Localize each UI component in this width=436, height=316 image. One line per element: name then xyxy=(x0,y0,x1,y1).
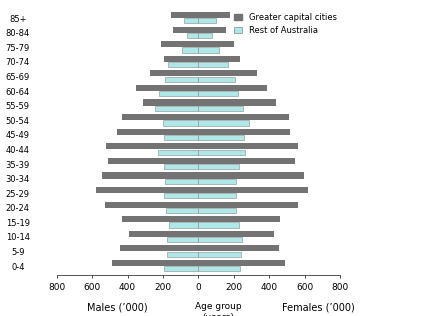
Bar xyxy=(198,41,234,47)
Bar xyxy=(167,252,198,257)
Bar xyxy=(198,202,299,208)
Bar xyxy=(167,237,198,242)
Bar xyxy=(198,149,245,155)
Bar xyxy=(198,62,228,67)
Bar xyxy=(198,91,238,96)
Bar xyxy=(164,266,198,271)
Bar xyxy=(198,193,236,198)
Bar xyxy=(150,70,198,76)
Bar xyxy=(171,12,198,18)
Bar xyxy=(105,202,198,208)
Bar xyxy=(160,91,198,96)
Bar xyxy=(198,216,280,222)
Bar xyxy=(198,100,276,106)
Bar xyxy=(164,135,198,140)
Bar xyxy=(198,143,299,149)
Bar xyxy=(198,173,304,179)
Bar xyxy=(164,56,198,62)
Bar xyxy=(155,106,198,111)
Bar xyxy=(181,47,198,52)
Bar xyxy=(136,85,198,91)
Bar xyxy=(122,216,198,222)
Bar xyxy=(198,77,235,82)
Bar xyxy=(198,179,236,184)
Bar xyxy=(168,62,198,67)
Bar xyxy=(198,114,289,120)
Bar xyxy=(112,260,198,266)
Bar xyxy=(198,120,249,125)
Bar xyxy=(164,164,198,169)
Bar xyxy=(198,164,239,169)
Bar xyxy=(198,27,226,33)
Bar xyxy=(198,18,216,23)
Bar xyxy=(198,70,257,76)
Bar xyxy=(198,33,211,38)
Bar xyxy=(198,187,308,193)
Bar xyxy=(198,245,279,252)
Bar xyxy=(198,252,241,257)
Bar xyxy=(198,237,242,242)
Bar xyxy=(198,135,244,140)
Bar xyxy=(117,129,198,135)
Bar xyxy=(198,208,236,213)
Bar xyxy=(143,100,198,106)
Bar xyxy=(165,77,198,82)
Text: Age group
(years): Age group (years) xyxy=(195,302,241,316)
Bar xyxy=(198,85,266,91)
Bar xyxy=(165,179,198,184)
Bar xyxy=(129,231,198,237)
Bar xyxy=(187,33,198,38)
Text: Males (’000): Males (’000) xyxy=(87,303,148,313)
Bar xyxy=(198,231,274,237)
Bar xyxy=(198,106,243,111)
Bar xyxy=(161,41,198,47)
Bar xyxy=(95,187,198,193)
Bar xyxy=(169,222,198,228)
Bar xyxy=(198,129,290,135)
Bar xyxy=(102,173,198,179)
Bar xyxy=(198,12,230,18)
Bar xyxy=(198,56,240,62)
Bar xyxy=(164,193,198,198)
Bar xyxy=(198,222,239,228)
Bar xyxy=(173,27,198,33)
Legend: Greater capital cities, Rest of Australia: Greater capital cities, Rest of Australi… xyxy=(232,11,339,36)
Text: Females (’000): Females (’000) xyxy=(282,303,354,313)
Bar xyxy=(198,47,219,52)
Bar xyxy=(198,260,285,266)
Bar xyxy=(198,266,240,271)
Bar xyxy=(198,158,295,164)
Bar xyxy=(120,245,198,252)
Bar xyxy=(108,158,198,164)
Bar xyxy=(122,114,198,120)
Bar xyxy=(106,143,198,149)
Bar xyxy=(184,18,198,23)
Bar xyxy=(158,149,198,155)
Bar xyxy=(166,208,198,213)
Bar xyxy=(163,120,198,125)
